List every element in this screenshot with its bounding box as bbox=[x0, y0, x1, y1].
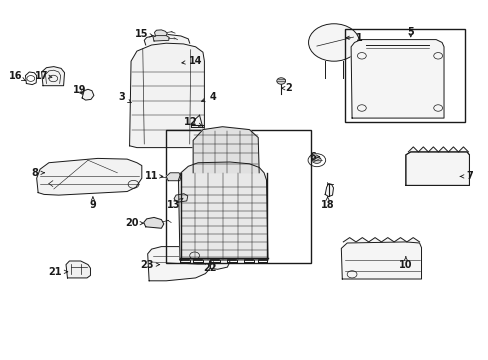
Text: 11: 11 bbox=[144, 171, 163, 181]
Text: 4: 4 bbox=[201, 92, 216, 102]
Polygon shape bbox=[325, 184, 333, 197]
Polygon shape bbox=[153, 36, 169, 41]
Text: 22: 22 bbox=[203, 260, 217, 273]
Polygon shape bbox=[407, 147, 468, 152]
Text: 5: 5 bbox=[407, 27, 413, 37]
Text: 7: 7 bbox=[459, 171, 472, 181]
Text: 17: 17 bbox=[35, 71, 52, 81]
Polygon shape bbox=[37, 158, 142, 195]
Circle shape bbox=[276, 78, 285, 84]
Text: 20: 20 bbox=[125, 218, 143, 228]
Text: 18: 18 bbox=[320, 197, 334, 210]
Polygon shape bbox=[341, 242, 421, 279]
Polygon shape bbox=[154, 30, 167, 36]
Text: 23: 23 bbox=[140, 260, 159, 270]
Text: 14: 14 bbox=[182, 56, 202, 66]
Text: 21: 21 bbox=[48, 267, 67, 277]
Bar bbox=[166, 130, 310, 263]
Text: 1: 1 bbox=[346, 33, 362, 43]
Polygon shape bbox=[178, 162, 267, 260]
Text: 3: 3 bbox=[118, 92, 131, 103]
Text: 12: 12 bbox=[183, 117, 203, 127]
Text: 19: 19 bbox=[72, 85, 86, 95]
Circle shape bbox=[308, 24, 359, 61]
Text: 8: 8 bbox=[32, 168, 44, 178]
Polygon shape bbox=[193, 127, 259, 173]
Circle shape bbox=[312, 157, 321, 163]
Bar bbox=[344, 29, 464, 122]
Polygon shape bbox=[41, 67, 64, 86]
Text: 6: 6 bbox=[309, 152, 319, 162]
Polygon shape bbox=[209, 254, 229, 269]
Polygon shape bbox=[66, 261, 90, 278]
Polygon shape bbox=[343, 238, 419, 242]
Polygon shape bbox=[82, 89, 94, 100]
Text: 2: 2 bbox=[281, 83, 291, 93]
Polygon shape bbox=[350, 40, 443, 118]
Polygon shape bbox=[129, 43, 204, 148]
Text: 16: 16 bbox=[9, 71, 25, 81]
Text: 13: 13 bbox=[166, 198, 183, 210]
Polygon shape bbox=[144, 35, 189, 45]
Text: 15: 15 bbox=[135, 29, 153, 39]
Polygon shape bbox=[174, 194, 187, 202]
Polygon shape bbox=[166, 173, 181, 181]
Text: 10: 10 bbox=[398, 257, 412, 270]
Polygon shape bbox=[405, 152, 468, 185]
Text: 9: 9 bbox=[89, 197, 96, 210]
Polygon shape bbox=[143, 217, 163, 228]
Polygon shape bbox=[147, 247, 215, 281]
